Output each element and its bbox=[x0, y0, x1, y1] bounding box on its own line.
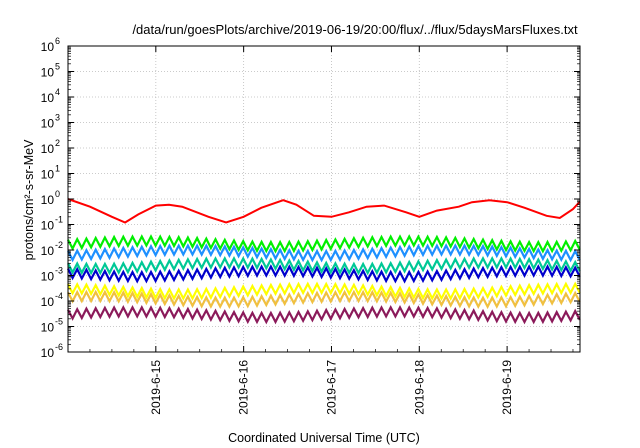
series-line bbox=[67, 264, 581, 284]
y-tick-exponent: 1 bbox=[55, 164, 60, 174]
y-tick-exponent: -6 bbox=[55, 342, 63, 352]
series-line bbox=[67, 198, 581, 224]
y-axis-ticks: 10 -610 -510 -410 -310 -210 -110 010 110 210 310 41… bbox=[41, 36, 580, 360]
x-tick-label: 2019-6-18 bbox=[412, 360, 426, 415]
y-tick-label: 10 bbox=[41, 66, 55, 80]
y-tick-exponent: 2 bbox=[55, 138, 60, 148]
chart-title: /data/run/goesPlots/archive/2019-06-19/2… bbox=[132, 22, 578, 37]
y-tick-label: 10 bbox=[41, 270, 55, 284]
x-tick-label: 2019-6-16 bbox=[237, 360, 251, 415]
y-tick-label: 10 bbox=[41, 168, 55, 182]
series-line bbox=[67, 234, 581, 254]
y-tick-label: 10 bbox=[41, 91, 55, 105]
x-tick-label: 2019-6-19 bbox=[500, 360, 514, 415]
data-series bbox=[67, 198, 581, 325]
y-tick-exponent: 5 bbox=[55, 62, 60, 72]
y-tick-label: 10 bbox=[41, 321, 55, 335]
series-line bbox=[67, 281, 581, 301]
series-line bbox=[67, 243, 581, 263]
series-line bbox=[67, 304, 581, 325]
y-tick-exponent: -2 bbox=[55, 240, 63, 250]
y-tick-label: 10 bbox=[41, 142, 55, 156]
y-tick-label: 10 bbox=[41, 244, 55, 258]
y-tick-exponent: 0 bbox=[55, 189, 60, 199]
y-tick-exponent: -5 bbox=[55, 317, 63, 327]
y-axis-label: protons/cm²-s-sr-MeV bbox=[22, 139, 36, 261]
y-tick-exponent: 3 bbox=[55, 113, 60, 123]
grid-lines bbox=[68, 46, 580, 352]
y-tick-label: 10 bbox=[41, 40, 55, 54]
y-tick-label: 10 bbox=[41, 117, 55, 131]
x-tick-label: 2019-6-17 bbox=[324, 360, 338, 415]
y-tick-label: 10 bbox=[41, 346, 55, 360]
series-line bbox=[67, 289, 581, 310]
y-tick-label: 10 bbox=[41, 193, 55, 207]
y-tick-label: 10 bbox=[41, 295, 55, 309]
x-axis-ticks: 2019-6-15 2019-6-16 2019-6-17 2019-6-18 2019… bbox=[89, 46, 574, 415]
y-tick-label: 10 bbox=[41, 219, 55, 233]
y-tick-exponent: -3 bbox=[55, 266, 63, 276]
y-tick-exponent: -4 bbox=[55, 291, 63, 301]
series-line bbox=[67, 255, 581, 276]
y-tick-exponent: -1 bbox=[55, 215, 63, 225]
y-tick-exponent: 4 bbox=[55, 87, 60, 97]
y-tick-exponent: 6 bbox=[55, 36, 60, 46]
x-axis-label: Coordinated Universal Time (UTC) bbox=[228, 431, 420, 445]
x-tick-label: 2019-6-15 bbox=[149, 360, 163, 415]
